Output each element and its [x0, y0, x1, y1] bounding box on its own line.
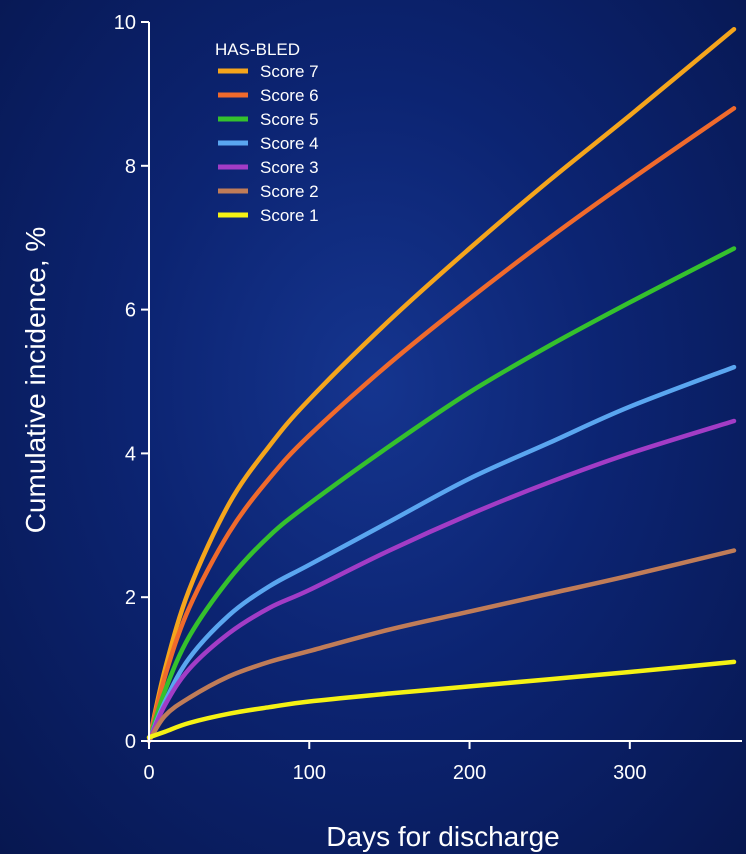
y-tick-label: 4 — [125, 443, 136, 465]
x-tick-label: 300 — [613, 762, 646, 784]
x-tick-label: 100 — [293, 762, 326, 784]
plot-lines — [146, 26, 737, 744]
series-line-score-3 — [146, 418, 737, 744]
y-tick-label: 10 — [114, 12, 136, 34]
series-line-score-6 — [146, 106, 737, 744]
legend-label: Score 7 — [260, 62, 319, 81]
series-line-score-7 — [146, 26, 737, 744]
y-axis-title: Cumulative incidence, % — [20, 227, 51, 534]
legend-title: HAS-BLED — [215, 40, 300, 59]
legend-label: Score 6 — [260, 86, 319, 105]
legend-label: Score 1 — [260, 206, 319, 225]
x-tick-label: 200 — [453, 762, 486, 784]
legend-label: Score 3 — [260, 158, 319, 177]
y-tick-label: 0 — [125, 731, 136, 753]
y-tick-label: 8 — [125, 156, 136, 178]
legend-label: Score 4 — [260, 134, 319, 153]
series-line-score-4 — [146, 364, 737, 744]
legend-label: Score 2 — [260, 182, 319, 201]
legend-label: Score 5 — [260, 110, 319, 129]
series-line-score-1 — [146, 659, 737, 740]
x-axis-title: Days for discharge — [326, 821, 559, 852]
series-line-score-5 — [146, 246, 737, 744]
y-tick-label: 6 — [125, 300, 136, 322]
series-line-score-2 — [146, 548, 737, 744]
x-tick-label: 0 — [143, 762, 154, 784]
y-tick-label: 2 — [125, 587, 136, 609]
legend: HAS-BLED Score 7 Score 6 Score 5 Score 4 Sco… — [215, 40, 319, 225]
